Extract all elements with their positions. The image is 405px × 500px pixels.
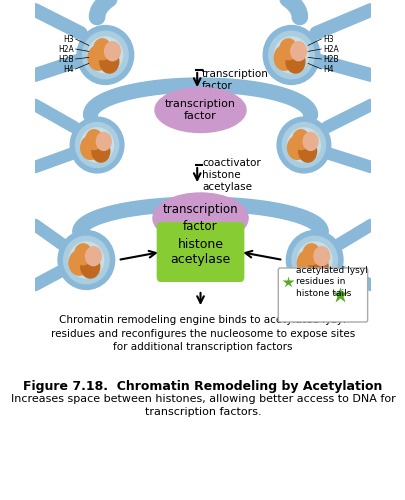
Ellipse shape: [286, 230, 342, 290]
Ellipse shape: [75, 122, 118, 168]
Circle shape: [104, 42, 120, 60]
Circle shape: [81, 136, 100, 160]
Ellipse shape: [70, 117, 124, 173]
Circle shape: [303, 132, 317, 150]
Ellipse shape: [77, 26, 133, 85]
Circle shape: [75, 244, 92, 265]
FancyBboxPatch shape: [277, 268, 367, 322]
Ellipse shape: [155, 88, 245, 132]
Circle shape: [69, 250, 89, 275]
Text: acetylated lysyl
residues in
histone tails: acetylated lysyl residues in histone tai…: [296, 266, 367, 298]
Circle shape: [313, 246, 329, 266]
Circle shape: [290, 42, 306, 60]
Text: H3: H3: [322, 34, 333, 43]
Ellipse shape: [88, 37, 122, 73]
Ellipse shape: [153, 193, 247, 243]
Ellipse shape: [268, 31, 313, 78]
Circle shape: [92, 140, 109, 162]
Ellipse shape: [297, 242, 331, 278]
Circle shape: [81, 255, 100, 278]
Circle shape: [298, 140, 316, 162]
Circle shape: [86, 130, 102, 150]
Circle shape: [279, 39, 296, 60]
Ellipse shape: [291, 236, 337, 284]
Circle shape: [302, 244, 320, 265]
Text: histone
acetylase: histone acetylase: [170, 238, 230, 266]
Ellipse shape: [58, 230, 114, 290]
Circle shape: [85, 246, 101, 266]
Text: transcription
factor: transcription factor: [164, 99, 235, 121]
Text: H2A: H2A: [58, 44, 74, 54]
Circle shape: [96, 132, 111, 150]
Circle shape: [94, 39, 111, 60]
Text: H4: H4: [322, 64, 333, 74]
Ellipse shape: [262, 26, 319, 85]
Text: H4: H4: [63, 64, 74, 74]
Text: Figure 7.18.  Chromatin Remodeling by Acetylation: Figure 7.18. Chromatin Remodeling by Ace…: [23, 380, 382, 393]
Circle shape: [287, 136, 306, 160]
Ellipse shape: [273, 37, 308, 73]
Text: H3: H3: [63, 34, 74, 43]
Circle shape: [297, 250, 317, 275]
Ellipse shape: [277, 117, 330, 173]
Text: H2B: H2B: [322, 54, 338, 64]
Circle shape: [309, 255, 327, 278]
Text: transcription
factor: transcription factor: [202, 69, 269, 91]
Ellipse shape: [287, 128, 320, 162]
Text: Chromatin remodeling engine binds to acetylated lysyl
residues and reconfigures : Chromatin remodeling engine binds to ace…: [51, 315, 354, 352]
Ellipse shape: [81, 128, 113, 162]
Text: Increases space between histones, allowing better access to DNA for
transcriptio: Increases space between histones, allowi…: [11, 394, 394, 417]
FancyBboxPatch shape: [156, 222, 244, 282]
Text: H2B: H2B: [58, 54, 74, 64]
Ellipse shape: [82, 31, 128, 78]
Circle shape: [292, 130, 308, 150]
Circle shape: [273, 46, 294, 70]
Ellipse shape: [281, 122, 325, 168]
Ellipse shape: [64, 236, 109, 284]
Text: H2A: H2A: [322, 44, 338, 54]
Circle shape: [100, 50, 118, 73]
Circle shape: [88, 46, 108, 70]
Ellipse shape: [69, 242, 103, 278]
Text: coactivator
histone
acetylase: coactivator histone acetylase: [202, 158, 260, 192]
Circle shape: [285, 50, 304, 73]
Text: transcription
factor: transcription factor: [162, 204, 238, 233]
